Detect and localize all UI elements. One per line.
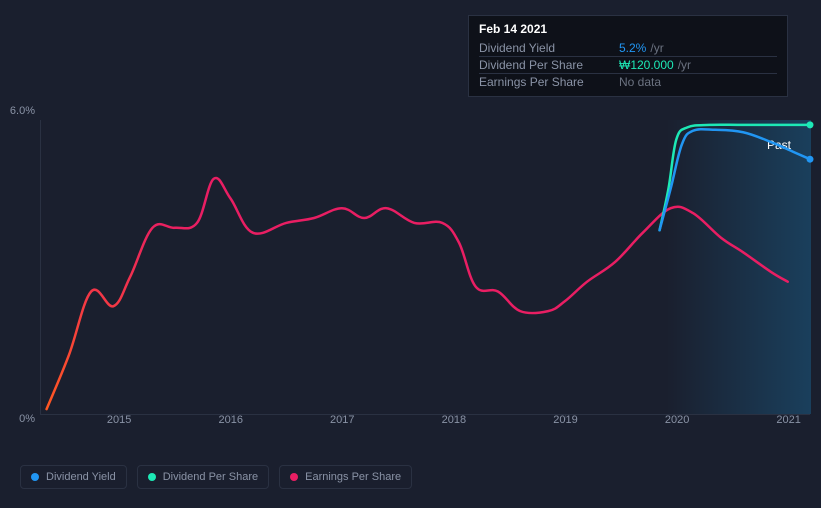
tooltip-key: Dividend Per Share <box>479 58 619 72</box>
legend-label: Dividend Yield <box>46 471 116 483</box>
dividend_yield-line <box>660 129 810 230</box>
legend-item[interactable]: Earnings Per Share <box>279 465 412 489</box>
tooltip-row: Dividend Per Share₩120.000/yr <box>479 56 777 73</box>
legend-dot-icon <box>148 473 156 481</box>
chart-legend: Dividend Yield Dividend Per Share Earnings… <box>20 465 412 489</box>
dividend_yield-end-dot <box>807 156 814 163</box>
legend-dot-icon <box>290 473 298 481</box>
tooltip-suffix: /yr <box>678 58 691 72</box>
legend-dot-icon <box>31 473 39 481</box>
earnings_per_share-line <box>47 178 788 409</box>
x-axis-labels: 2015201620172018201920202021 <box>41 414 810 434</box>
tooltip-value: 5.2% <box>619 41 646 55</box>
chart-plot-area: Past 2015201620172018201920202021 <box>40 120 810 415</box>
legend-item[interactable]: Dividend Per Share <box>137 465 269 489</box>
tooltip-date: Feb 14 2021 <box>479 22 777 36</box>
chart-lines <box>41 120 810 414</box>
legend-item[interactable]: Dividend Yield <box>20 465 127 489</box>
y-axis-max: 6.0% <box>10 105 35 117</box>
tooltip-value: No data <box>619 75 661 89</box>
tooltip-row: Dividend Yield5.2% /yr <box>479 40 777 56</box>
tooltip-rows: Dividend Yield5.2%/yrDividend Per Share₩… <box>479 40 777 90</box>
tooltip-value: ₩120.000 <box>619 58 674 72</box>
dividend_per_share-end-dot <box>807 121 814 128</box>
tooltip-row: Earnings Per ShareNo data <box>479 73 777 90</box>
tooltip-key: Dividend Yield <box>479 41 619 55</box>
tooltip-suffix: /yr <box>650 41 663 55</box>
y-axis-min: 0% <box>19 413 35 425</box>
dividend-chart[interactable]: 6.0% 0% Past 201520162017201820192020202… <box>20 110 810 420</box>
chart-tooltip: Feb 14 2021 Dividend Yield5.2%/yrDividen… <box>468 15 788 97</box>
legend-label: Dividend Per Share <box>163 471 258 483</box>
tooltip-key: Earnings Per Share <box>479 75 619 89</box>
legend-label: Earnings Per Share <box>305 471 401 483</box>
